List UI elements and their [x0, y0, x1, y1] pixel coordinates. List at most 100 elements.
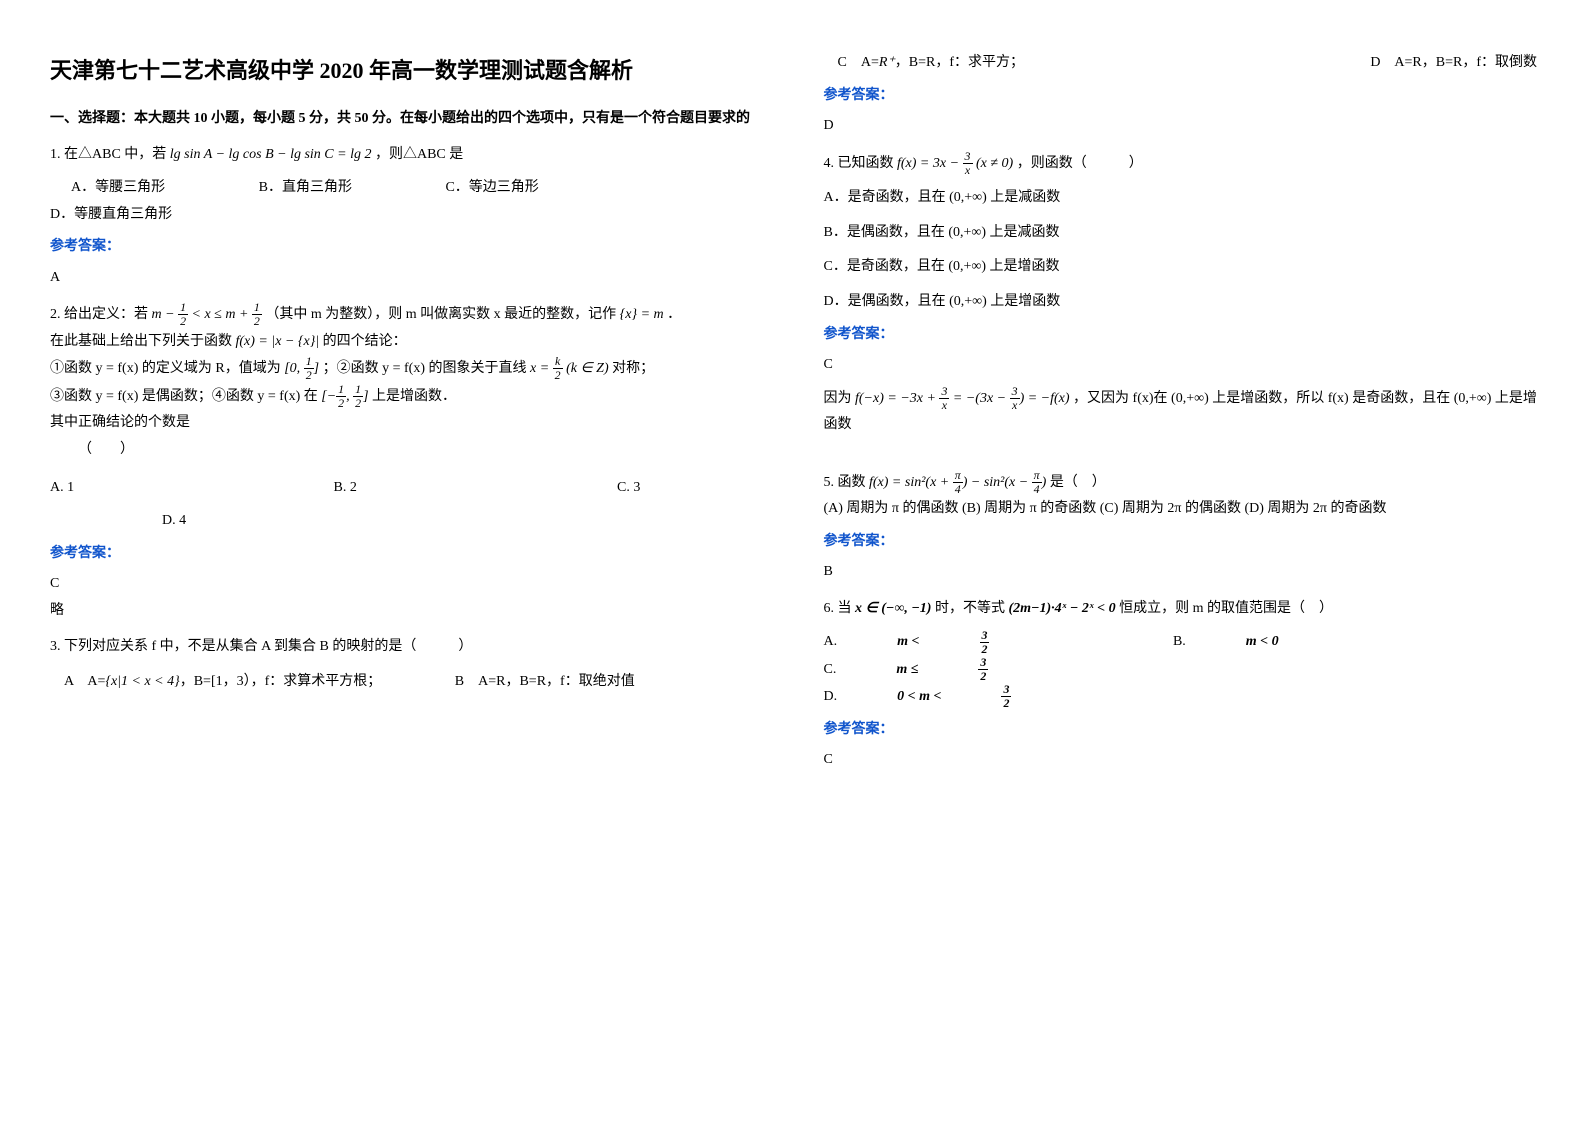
question-4: 4. 已知函数 f(x) = 3x − 3x (x ≠ 0) ，则函数（ ） A… [824, 150, 1538, 439]
q2-optD: D. 4 [50, 508, 754, 535]
q4-expl-expr: f(−x) = −3x + [855, 391, 939, 406]
q2-line2: 在此基础上给出下列关于函数 f(x) = |x − {x}| 的四个结论： [50, 329, 754, 356]
q2-tail: ． [667, 307, 681, 322]
q1-prefix: 1. 在△ABC 中，若 [50, 147, 166, 162]
q2-options: A. 1 B. 2 C. 3 [50, 475, 754, 502]
q1-ans-label: 参考答案： [50, 234, 754, 261]
q3-optC-pre: C A= [838, 55, 879, 70]
q4-ans-label: 参考答案： [824, 322, 1538, 349]
q4-expl-mid: = −(3x − [949, 391, 1009, 406]
q5-tail: ) [1042, 475, 1047, 490]
q5-ans: B [824, 559, 1538, 586]
q4-expl: 因为 f(−x) = −3x + 3x = −(3x − 3x) = −f(x)… [824, 385, 1538, 439]
q2-s1a: ①函数 y = f(x) 的定义域为 R，值域为 [50, 361, 281, 376]
q2-int-close: ] [363, 389, 368, 404]
q2-range-open: [0, [284, 361, 303, 376]
q6-ineq: (2m−1)·4ˣ − 2ˣ < 0 [1008, 601, 1115, 616]
q2-int-open: [− [321, 389, 336, 404]
q2-l2b: 的四个结论： [323, 334, 407, 349]
q4-optB: B．是偶函数，且在 (0,+∞) 上是减函数 [824, 220, 1538, 247]
q2-int-f2: 12 [353, 383, 363, 410]
q3-ans-label: 参考答案： [824, 83, 1538, 110]
q4-prefix: 4. 已知函数 [824, 156, 894, 171]
q6-line1: 6. 当 x ∈ (−∞, −1) 时，不等式 (2m−1)·4ˣ − 2ˣ <… [824, 596, 1538, 623]
left-column: 天津第七十二艺术高级中学 2020 年高一数学理测试题含解析 一、选择题：本大题… [0, 0, 794, 1122]
q2-s1b: ；②函数 y = f(x) 的图象关于直线 [323, 361, 527, 376]
q1-suffix: ，则△ABC 是 [375, 147, 463, 162]
q3-optD: D A=R，B=R，f：取倒数 [1370, 50, 1537, 77]
q5-suffix: 是（ ） [1050, 475, 1106, 490]
q5-f2: π4 [1032, 469, 1042, 496]
q2-range-close: ] [314, 361, 319, 376]
q4-expl-f2: 3x [1010, 385, 1020, 412]
q2-prefix: 2. 给出定义：若 [50, 307, 148, 322]
q2-concl: 其中正确结论的个数是 [50, 410, 754, 437]
q2-er: {x} = m [620, 307, 664, 322]
q2-frac2: 12 [252, 301, 262, 328]
q6-options: A. m < 32 B. m < 0 C. m ≤ 32 D. 0 < m < … [824, 629, 1538, 711]
q1-optA: A．等腰三角形 [71, 175, 165, 202]
right-column: C A=R⁺，B=R，f：求平方； D A=R，B=R，f：取倒数 参考答案： … [794, 0, 1587, 1122]
q3-optB: B A=R，B=R，f：取绝对值 [455, 674, 635, 689]
q2-mid1: < x ≤ m + [192, 307, 249, 322]
q2-frac1: 12 [178, 301, 188, 328]
q3-row1: A A={x|1 < x < 4}，B=[1，3），f：求算术平方根； B A=… [50, 669, 754, 696]
q4-optA: A．是奇函数，且在 (0,+∞) 上是减函数 [824, 185, 1538, 212]
q2-paren: （ ） [50, 437, 754, 464]
q2-s3b: 上是增函数． [372, 389, 456, 404]
q5-mid: ) − sin²(x − [963, 475, 1032, 490]
q4-optC: C．是奇函数，且在 (0,+∞) 上是增函数 [824, 254, 1538, 281]
q2-optA: A. 1 [50, 475, 270, 502]
q5-prefix: 5. 函数 [824, 475, 866, 490]
q1-optC: C．等边三角形 [445, 175, 538, 202]
q2-el: m − [152, 307, 175, 322]
q1-optB: B．直角三角形 [259, 175, 352, 202]
section-heading: 一、选择题：本大题共 10 小题，每小题 5 分，共 50 分。在每小题给出的四… [50, 106, 754, 133]
q4-fx-l: f(x) = 3x − [897, 156, 963, 171]
q3-text: 3. 下列对应关系 f 中，不是从集合 A 到集合 B 的映射的是（ ） [50, 634, 754, 661]
q6-cond: x ∈ (−∞, −1) [855, 601, 931, 616]
q2-range-frac: 12 [304, 355, 314, 382]
q2-s3a: ③函数 y = f(x) 是偶函数；④函数 y = f(x) 在 [50, 389, 318, 404]
q4-expl-pre: 因为 [824, 391, 852, 406]
q3-optA-post: ，B=[1，3），f：求算术平方根； [180, 674, 382, 689]
q2-int-f1: 12 [336, 383, 346, 410]
question-5: 5. 函数 f(x) = sin²(x + π4) − sin²(x − π4)… [824, 469, 1538, 586]
q5-line1: 5. 函数 f(x) = sin²(x + π4) − sin²(x − π4)… [824, 469, 1538, 496]
q4-suffix: ，则函数（ ） [1017, 156, 1143, 171]
q3-optA-pre: A A= [64, 674, 105, 689]
question-1: 1. 在△ABC 中，若 lg sin A − lg cos B − lg si… [50, 142, 754, 291]
q2-line1: 2. 给出定义：若 m − 12 < x ≤ m + 12 （其中 m 为整数）… [50, 301, 754, 328]
q2-ans: C [50, 571, 754, 598]
q2-optB: B. 2 [334, 475, 554, 502]
q4-fx-r: (x ≠ 0) [976, 156, 1013, 171]
question-6: 6. 当 x ∈ (−∞, −1) 时，不等式 (2m−1)·4ˣ − 2ˣ <… [824, 596, 1538, 774]
q2-xk-frac: k2 [553, 355, 563, 382]
q5-opts: (A) 周期为 π 的偶函数 (B) 周期为 π 的奇函数 (C) 周期为 2π… [824, 496, 1538, 523]
q3-ans: D [824, 113, 1538, 140]
q3-row2: C A=R⁺，B=R，f：求平方； D A=R，B=R，f：取倒数 [824, 50, 1538, 77]
q6-optC: C. m ≤ 32 [824, 656, 1109, 683]
q2-stmt12: ①函数 y = f(x) 的定义域为 R，值域为 [0, 12] ；②函数 y … [50, 355, 754, 382]
page-title: 天津第七十二艺术高级中学 2020 年高一数学理测试题含解析 [50, 50, 754, 92]
q6-suffix: 恒成立，则 m 的取值范围是（ ） [1119, 601, 1333, 616]
q1-optD: D．等腰直角三角形 [50, 202, 172, 229]
q3-optC-set: R⁺ [879, 55, 895, 70]
q4-line1: 4. 已知函数 f(x) = 3x − 3x (x ≠ 0) ，则函数（ ） [824, 150, 1538, 177]
q1-options: A．等腰三角形 B．直角三角形 C．等边三角形 D．等腰直角三角形 [50, 175, 754, 228]
q3-optC-post: ，B=R，f：求平方； [895, 55, 1024, 70]
q5-f1: π4 [953, 469, 963, 496]
q6-optD: D. 0 < m < 32 [824, 683, 1132, 710]
q6-prefix: 6. 当 [824, 601, 852, 616]
q4-frac: 3x [963, 150, 973, 177]
question-3-cont: C A=R⁺，B=R，f：求平方； D A=R，B=R，f：取倒数 参考答案： … [824, 50, 1538, 140]
q6-optA: A. m < 32 [824, 629, 1110, 656]
q6-ans-label: 参考答案： [824, 717, 1538, 744]
q2-fx: f(x) = |x − {x}| [236, 334, 320, 349]
q2-slightly: 略 [50, 598, 754, 625]
q1-text: 1. 在△ABC 中，若 lg sin A − lg cos B − lg si… [50, 142, 754, 169]
q2-int-mid: , [346, 389, 353, 404]
question-2: 2. 给出定义：若 m − 12 < x ≤ m + 12 （其中 m 为整数）… [50, 301, 754, 624]
q6-mid: 时，不等式 [935, 601, 1005, 616]
q5-ans-label: 参考答案： [824, 529, 1538, 556]
